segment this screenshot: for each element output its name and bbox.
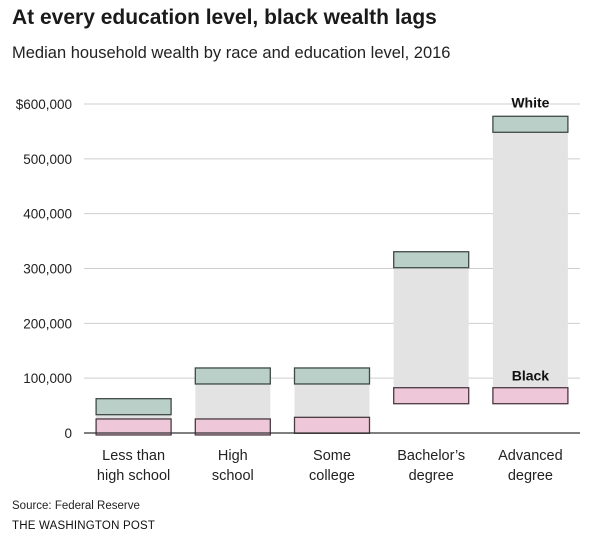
y-tick-label: 100,000: [23, 371, 72, 386]
gap-fill-bar: [393, 259, 469, 396]
bars: [95, 115, 569, 436]
bar-white: [194, 367, 271, 385]
y-tick-label: $600,000: [16, 97, 72, 112]
y-tick-label: 200,000: [23, 316, 72, 331]
x-category-label: Bachelor’s degree: [397, 448, 465, 484]
bar-chart: 0 100,000 200,000 300,000 400,000 500,000 $600…: [16, 94, 580, 484]
bar-white: [393, 251, 470, 269]
y-tick-label: 400,000: [23, 207, 72, 222]
publisher-credit: THE WASHINGTON POST: [12, 520, 156, 532]
chart-subtitle: Median household wealth by race and educ…: [12, 44, 451, 62]
x-category-label: Some college: [309, 448, 355, 484]
y-axis-tick-labels: 0 100,000 200,000 300,000 400,000 500,000 $600…: [16, 97, 72, 441]
x-category-label: Advanced degree: [498, 448, 563, 484]
bar-black: [95, 418, 172, 436]
chart-title: At every education level, black wealth l…: [12, 6, 437, 29]
source-note: Source: Federal Reserve: [12, 500, 140, 512]
bar-black: [194, 418, 271, 436]
bar-white: [95, 398, 172, 416]
series-label-black: Black: [512, 368, 550, 384]
x-axis-category-labels: Less than high school High school Some colleg…: [97, 448, 563, 484]
y-tick-label: 0: [64, 426, 72, 441]
y-tick-label: 500,000: [23, 152, 72, 167]
gap-fill-bar: [492, 124, 568, 396]
series-labels: White Black: [511, 94, 549, 383]
bar-white: [492, 115, 569, 133]
bar-black: [492, 387, 569, 405]
x-category-label: High school: [212, 448, 254, 484]
bar-white: [293, 367, 371, 385]
x-category-label: Less than high school: [97, 448, 170, 484]
bar-black: [393, 387, 470, 405]
y-tick-label: 300,000: [23, 262, 72, 277]
series-label-white: White: [511, 94, 549, 110]
bar-black: [293, 416, 371, 434]
